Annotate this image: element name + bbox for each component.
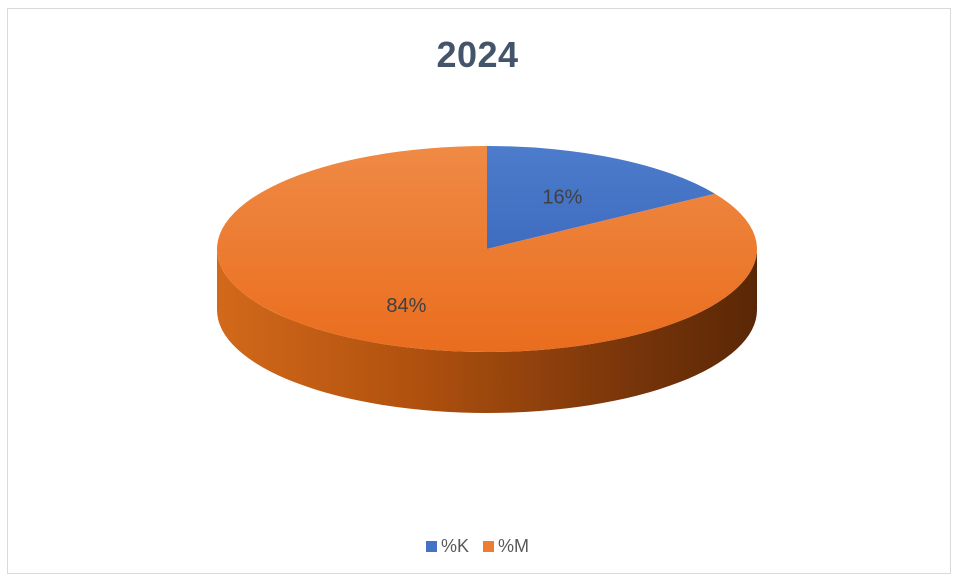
data-label-m: 84% xyxy=(386,295,426,317)
legend: %K %M xyxy=(0,536,955,557)
legend-swatch-k xyxy=(425,541,437,552)
legend-item-k[interactable]: %K xyxy=(425,536,469,557)
legend-item-m[interactable]: %M xyxy=(483,536,529,557)
legend-label-m: %M xyxy=(498,536,529,556)
pie-slice-k[interactable] xyxy=(487,146,715,249)
data-label-k: 16% xyxy=(542,187,582,209)
pie-side xyxy=(217,249,757,413)
legend-label-k: %K xyxy=(440,536,469,556)
pie-slice-m[interactable] xyxy=(217,146,757,352)
chart-title: 2024 xyxy=(436,34,519,75)
legend-swatch-m xyxy=(483,541,494,552)
